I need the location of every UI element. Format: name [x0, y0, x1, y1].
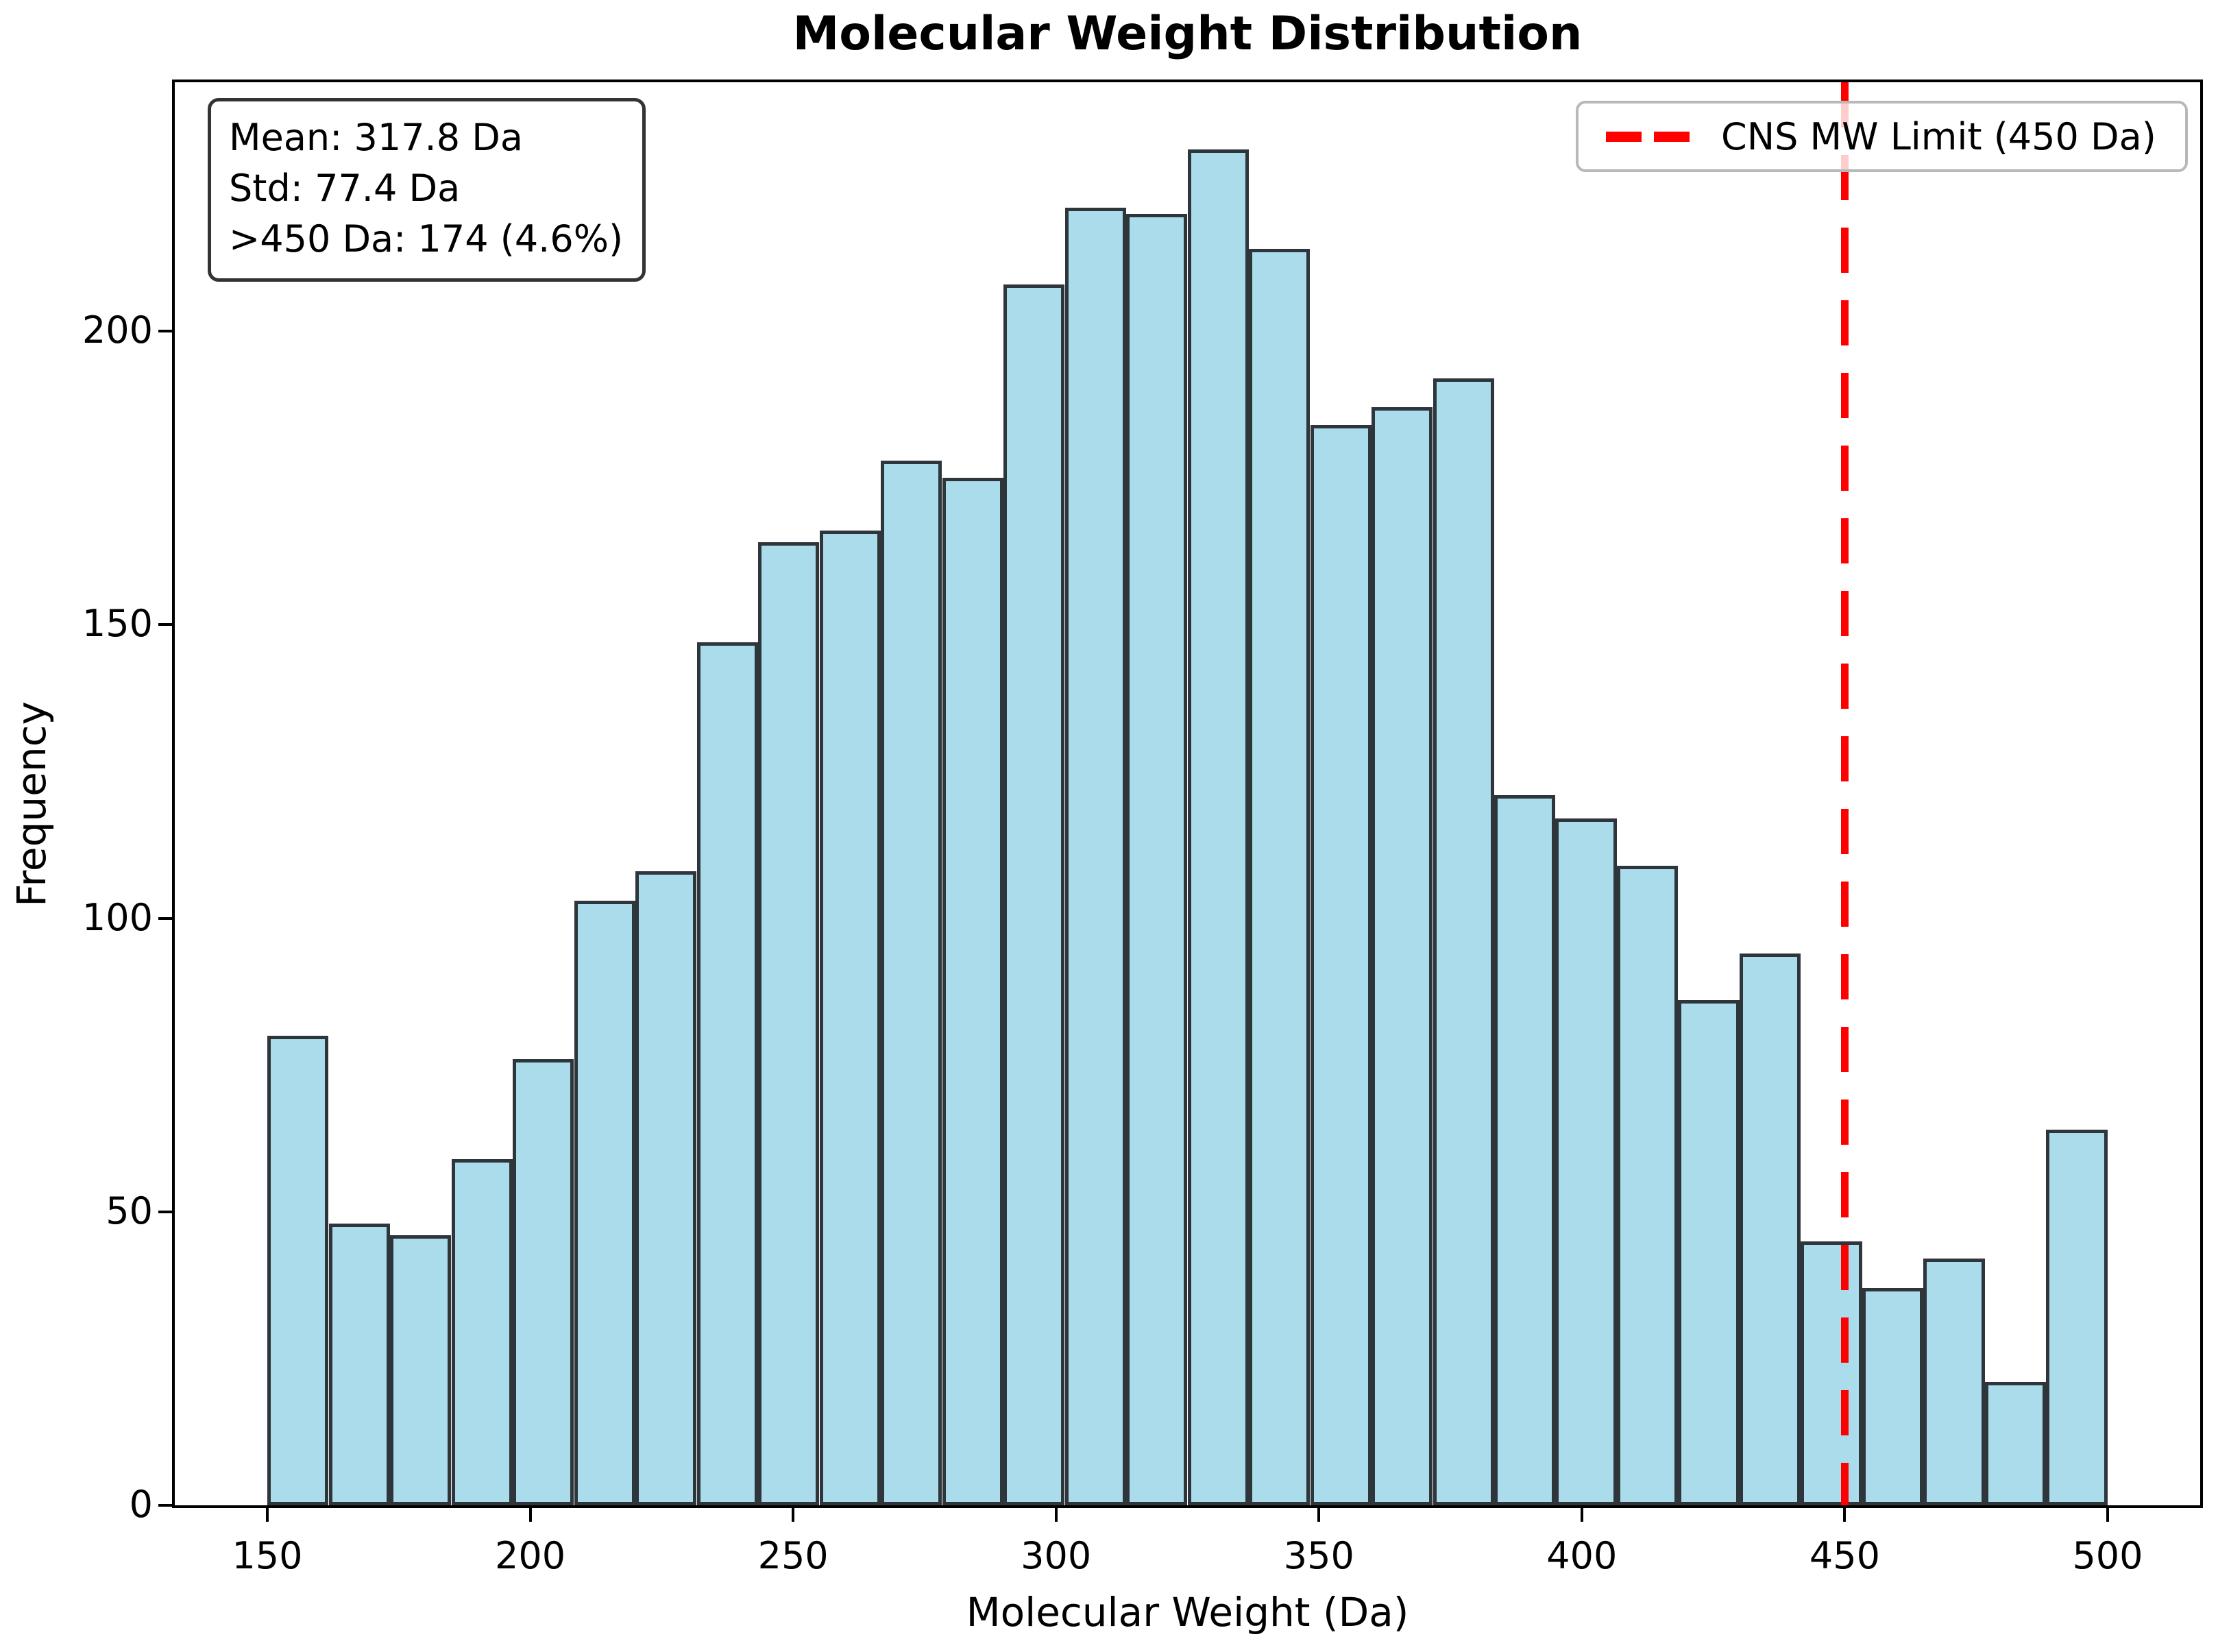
- histogram-bar: [942, 478, 1003, 1505]
- plot-area: [175, 82, 2200, 1505]
- histogram-bar: [1126, 213, 1188, 1505]
- histogram-bar: [390, 1235, 452, 1505]
- histogram-bar: [1494, 794, 1556, 1505]
- x-tick-mark: [1054, 1508, 1058, 1522]
- legend: CNS MW Limit (450 Da): [1576, 101, 2188, 172]
- histogram-bar: [1555, 818, 1617, 1505]
- stats-line-over450: >450 Da: 174 (4.6%): [229, 217, 624, 260]
- stats-line-mean: Mean: 317.8 Da: [229, 116, 523, 159]
- x-tick-label: 350: [1283, 1534, 1354, 1577]
- histogram-bar: [1862, 1288, 1924, 1505]
- dashed-line-icon: [1606, 131, 1690, 142]
- histogram-bar: [1064, 208, 1126, 1505]
- histogram-bar: [1249, 249, 1311, 1505]
- histogram-bar: [1187, 149, 1249, 1505]
- x-tick-mark: [1317, 1508, 1321, 1522]
- histogram-bar: [1739, 953, 1801, 1505]
- legend-label: CNS MW Limit (450 Da): [1721, 114, 2156, 158]
- x-tick-label: 150: [232, 1534, 303, 1577]
- histogram-bar: [1003, 284, 1065, 1505]
- y-tick-mark: [158, 1210, 172, 1213]
- y-tick-label: 100: [82, 895, 153, 939]
- x-tick-mark: [528, 1508, 532, 1522]
- histogram-bar: [635, 871, 697, 1505]
- y-axis-label: Frequency: [8, 701, 55, 907]
- y-tick-mark: [158, 916, 172, 920]
- y-tick-label: 0: [129, 1483, 153, 1526]
- histogram-bar: [328, 1223, 390, 1505]
- histogram-bar: [1923, 1259, 1985, 1505]
- histogram-bar: [513, 1059, 574, 1505]
- histogram-bar: [881, 460, 942, 1505]
- x-tick-label: 450: [1809, 1534, 1880, 1577]
- x-tick-mark: [1580, 1508, 1583, 1522]
- y-tick-mark: [158, 623, 172, 627]
- y-tick-label: 50: [106, 1189, 153, 1232]
- histogram-bar: [758, 542, 820, 1505]
- y-tick-mark: [158, 330, 172, 333]
- x-tick-label: 400: [1546, 1534, 1618, 1577]
- histogram-bar: [267, 1035, 329, 1505]
- stats-box: Mean: 317.8 Da Std: 77.4 Da >450 Da: 174…: [208, 98, 646, 282]
- histogram-bar: [1984, 1382, 2047, 1505]
- histogram-bar: [574, 900, 635, 1505]
- histogram-bar: [1616, 865, 1679, 1505]
- y-tick-mark: [158, 1504, 172, 1507]
- x-tick-label: 300: [1021, 1534, 1092, 1577]
- histogram-bar: [819, 531, 881, 1505]
- histogram-bar: [2046, 1129, 2108, 1505]
- histogram-bar: [696, 642, 758, 1505]
- y-tick-label: 150: [82, 602, 153, 646]
- histogram-bar: [451, 1158, 513, 1505]
- x-tick-label: 200: [495, 1534, 566, 1577]
- x-axis-label: Molecular Weight (Da): [966, 1589, 1409, 1636]
- histogram-bar: [1801, 1241, 1862, 1505]
- x-tick-mark: [792, 1508, 795, 1522]
- histogram-bar: [1310, 425, 1372, 1505]
- x-tick-mark: [2106, 1508, 2109, 1522]
- x-tick-mark: [1843, 1508, 1847, 1522]
- histogram-bar: [1372, 407, 1433, 1505]
- cns-limit-line: [1840, 82, 1849, 1505]
- x-tick-label: 500: [2072, 1534, 2143, 1577]
- histogram-bar: [1678, 1000, 1740, 1505]
- stats-line-std: Std: 77.4 Da: [229, 167, 461, 210]
- chart-title: Molecular Weight Distribution: [792, 7, 1583, 61]
- x-tick-mark: [266, 1508, 269, 1522]
- y-tick-label: 200: [82, 308, 153, 352]
- histogram-bar: [1433, 378, 1494, 1505]
- x-tick-label: 250: [757, 1534, 829, 1577]
